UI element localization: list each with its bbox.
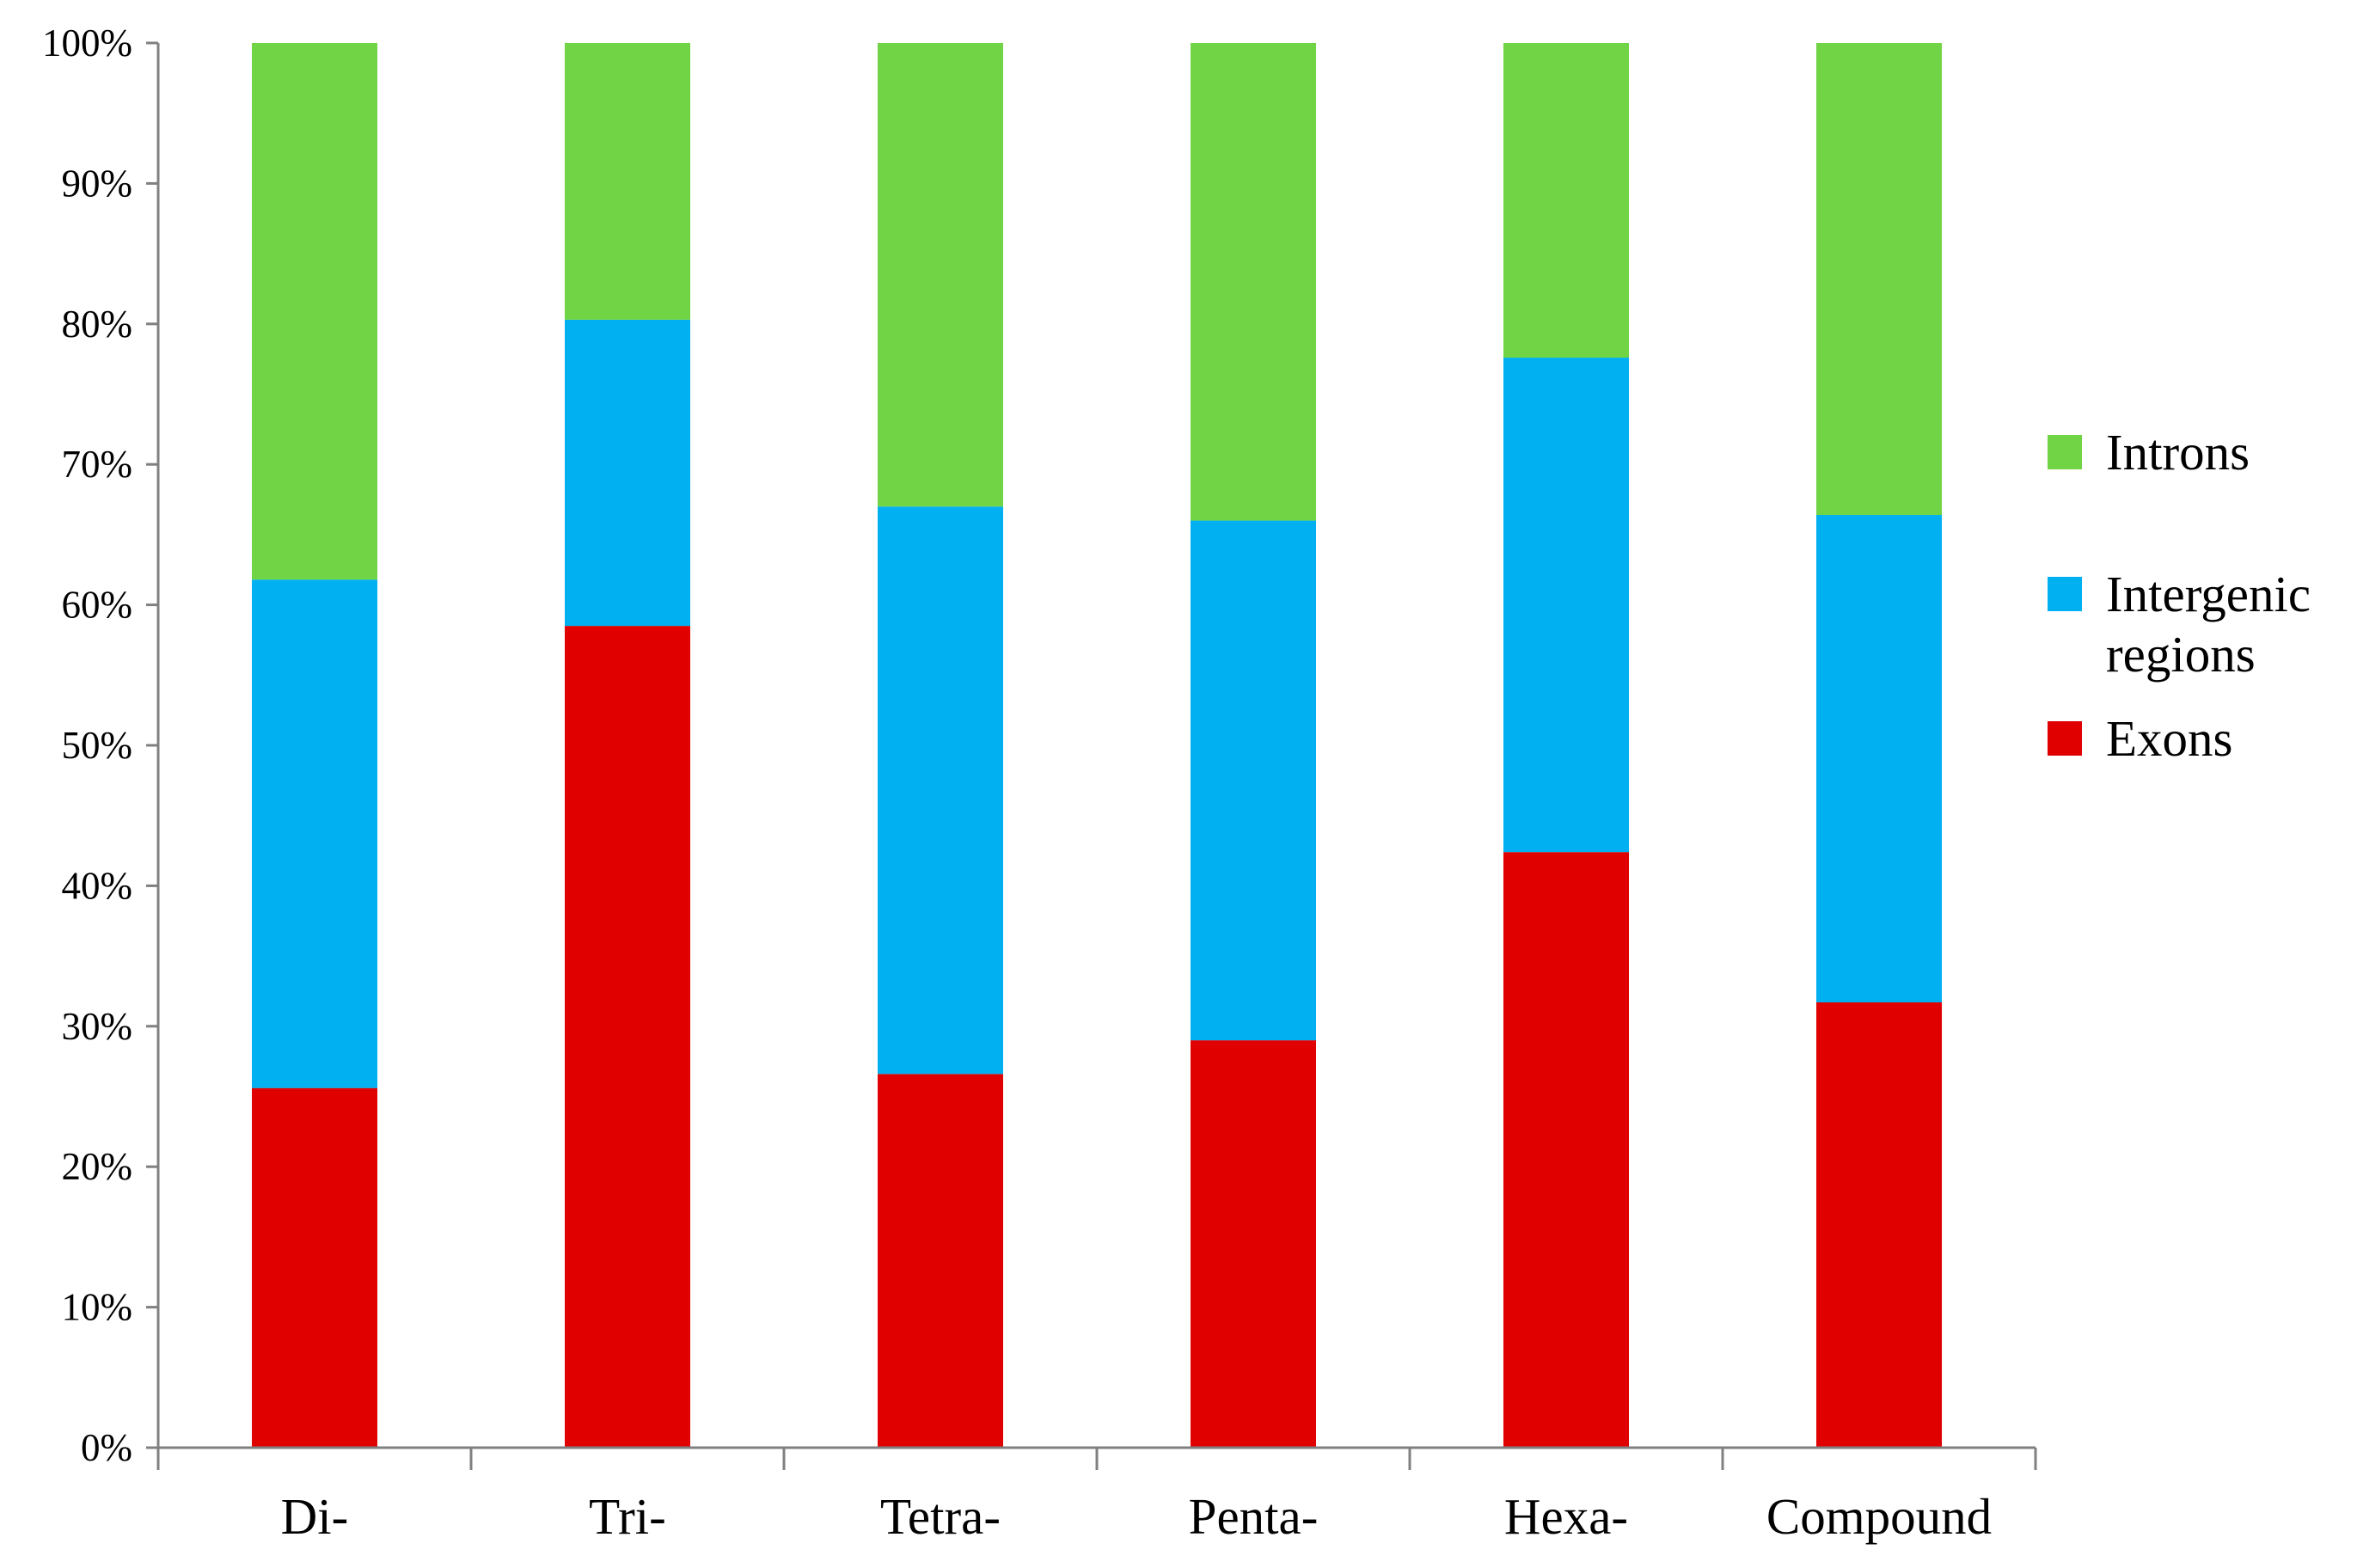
y-tick-label: 70% (62, 443, 133, 486)
x-tick-label-compound: Compound (1766, 1488, 1992, 1545)
y-tick-label: 60% (62, 584, 133, 627)
x-tick-label-di: Di- (281, 1488, 349, 1545)
bar-compound-introns (1816, 43, 1942, 516)
legend-label-exons: Exons (2106, 710, 2233, 767)
bar-hexa-exons (1503, 852, 1629, 1448)
legend-swatch-introns (2048, 435, 2082, 469)
bar-hexa-intergenic-regions (1503, 358, 1629, 853)
bar-di-introns (252, 43, 377, 580)
y-tick-label: 100% (42, 21, 132, 64)
bar-di-intergenic-regions (252, 579, 377, 1088)
legend-swatch-intergenic-regions (2048, 577, 2082, 611)
bar-compound-exons (1816, 1002, 1942, 1448)
bar-tri-intergenic-regions (565, 319, 690, 627)
x-tick-label-hexa: Hexa- (1504, 1488, 1628, 1545)
y-tick-label: 30% (62, 1005, 133, 1048)
bar-penta-intergenic-regions (1191, 520, 1316, 1041)
bar-penta-introns (1191, 43, 1316, 521)
y-tick-label: 80% (62, 303, 133, 346)
y-tick-label: 20% (62, 1145, 133, 1188)
x-axis: Di- Tri- Tetra- Penta- Hexa- Compound (156, 1446, 2037, 1545)
bar-tri-introns (565, 43, 690, 320)
bar-tetra-exons (878, 1074, 1003, 1448)
legend-label-intergenic-regions: Intergenic (2106, 566, 2311, 622)
y-tick-label: 0% (81, 1426, 132, 1469)
bar-tetra-introns (878, 43, 1003, 507)
x-tick-label-penta: Penta- (1189, 1488, 1319, 1545)
legend-label-introns: Introns (2106, 424, 2250, 481)
y-tick-label: 10% (62, 1286, 133, 1329)
y-tick-label: 50% (62, 724, 133, 767)
legend-label-intergenic-regions: regions (2106, 626, 2256, 683)
bar-penta-exons (1191, 1040, 1316, 1448)
bar-hexa-introns (1503, 43, 1629, 358)
x-tick-label-tetra: Tetra- (880, 1488, 1001, 1545)
bar-compound-intergenic-regions (1816, 515, 1942, 1003)
x-tick-label-tri: Tri- (589, 1488, 666, 1545)
bars-layer (252, 43, 1942, 1448)
y-tick-label: 90% (62, 162, 133, 205)
y-tick-label: 40% (62, 864, 133, 907)
bar-tri-exons (565, 626, 690, 1448)
bar-tetra-intergenic-regions (878, 506, 1003, 1075)
y-axis: 0% 10% 20% 30% 40% 50% 60% 70% 80% 90% 100% (42, 21, 160, 1469)
legend-swatch-exons (2048, 721, 2082, 756)
bar-di-exons (252, 1087, 377, 1448)
